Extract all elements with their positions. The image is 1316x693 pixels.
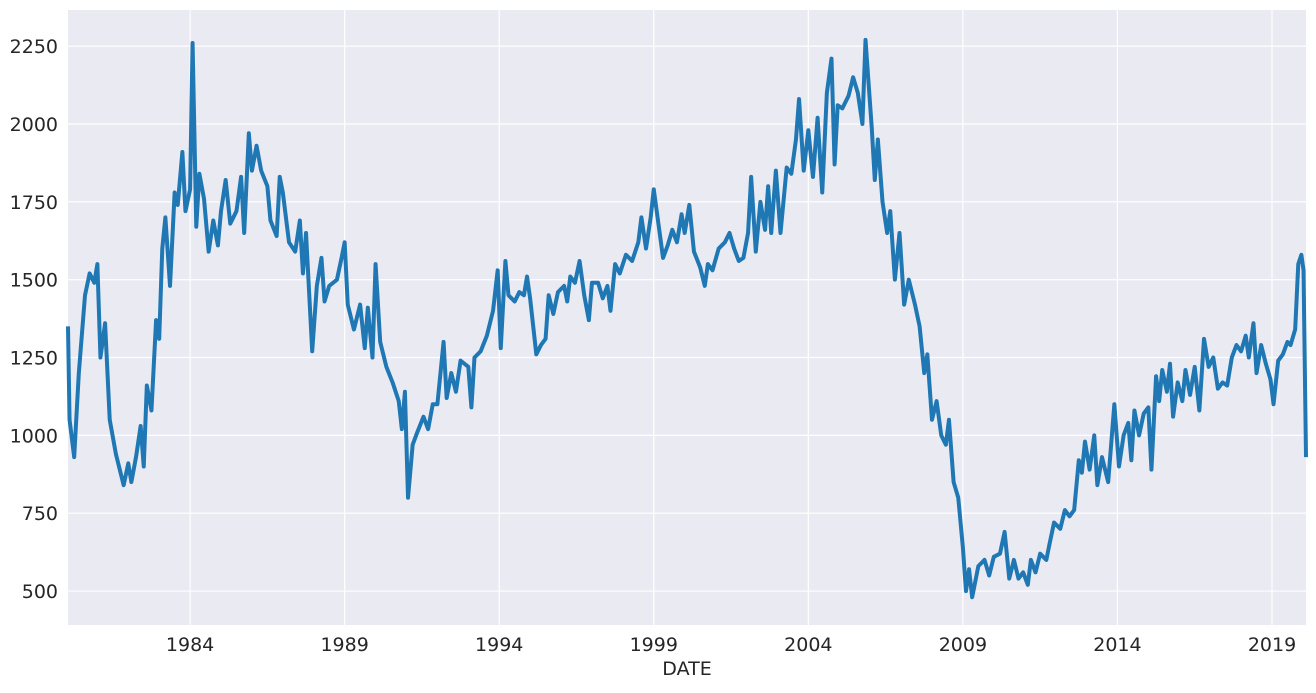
y-tick-label: 1500 [10, 270, 58, 292]
y-tick-label: 1000 [10, 425, 58, 447]
data-line [66, 37, 1308, 600]
y-tick-label: 1250 [10, 348, 58, 370]
x-tick-label: 2014 [1093, 634, 1141, 656]
x-tick-label: 1989 [320, 634, 368, 656]
y-tick-label: 2250 [10, 36, 58, 58]
y-tick-label: 750 [22, 503, 58, 525]
y-tick-label: 1750 [10, 192, 58, 214]
x-axis-label: DATE [662, 658, 711, 680]
x-tick-label: 2019 [1248, 634, 1296, 656]
y-tick-label: 500 [22, 581, 58, 603]
marks [66, 37, 1308, 600]
labels: 500 750 1000 1250 1500 1750 2000 2250 1984 1989 19… [10, 36, 1297, 656]
plot-area [68, 10, 1306, 625]
x-tick-label: 1994 [475, 634, 523, 656]
x-tick-label: 1999 [630, 634, 678, 656]
x-tick-label: 2004 [784, 634, 832, 656]
grid [68, 10, 1306, 625]
x-tick-label: 2009 [939, 634, 987, 656]
y-tick-label: 2000 [10, 114, 58, 136]
x-tick-label: 1984 [166, 634, 214, 656]
